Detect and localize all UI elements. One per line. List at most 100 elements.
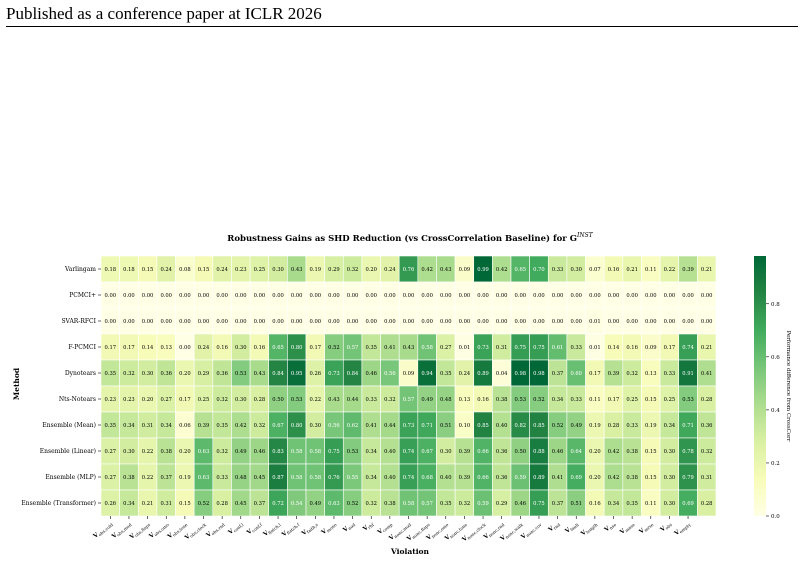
cell-value-label: 0.52 [347,501,359,507]
page-header: Published as a conference paper at ICLR … [6,4,322,23]
cell-value-label: 0.20 [179,371,191,377]
cell-value-label: 0.00 [645,293,657,299]
cell-value-label: 0.80 [291,345,303,351]
cell-value-label: 0.34 [123,501,135,507]
cell-value-label: 0.51 [570,501,582,507]
cell-value-label: 0.79 [682,475,694,481]
cell-value-label: 0.40 [384,475,396,481]
cell-value-label: 0.57 [421,501,433,507]
cell-value-label: 0.00 [272,319,284,325]
column-tick-label: Vnod [341,520,356,535]
cell-value-label: 0.32 [459,501,471,507]
cell-value-label: 0.00 [123,319,135,325]
cell-value-label: 0.25 [664,397,676,403]
cell-value-label: 0.01 [459,345,471,351]
cell-value-label: 0.67 [272,423,284,429]
cell-value-label: 0.72 [272,501,284,507]
cell-value-label: 0.31 [160,501,172,507]
cell-value-label: 0.43 [254,371,266,377]
cell-value-label: 0.42 [496,267,508,273]
cell-value-label: 0.15 [179,501,191,507]
cell-value-label: 0.48 [235,475,247,481]
cell-value-label: 0.51 [440,423,452,429]
cell-value-label: 0.50 [515,449,527,455]
cell-value-label: 0.35 [440,371,452,377]
cell-value-label: 0.25 [198,397,210,403]
column-tick-label: Vconf,l [226,520,245,537]
cell-value-label: 0.00 [608,293,620,299]
cell-value-label: 0.00 [589,293,601,299]
cell-value-label: 0.00 [328,293,340,299]
cell-value-label: 0.17 [310,345,322,351]
cell-value-label: 0.39 [608,371,620,377]
cell-value-label: 0.00 [664,319,676,325]
cell-value-label: 0.20 [365,267,377,273]
cell-value-label: 0.13 [645,371,657,377]
cell-value-label: 0.30 [664,475,676,481]
cell-value-label: 0.32 [701,449,713,455]
cell-value-label: 0.35 [105,423,117,429]
cell-value-label: 0.34 [365,475,377,481]
cell-value-label: 0.14 [142,345,154,351]
column-tick-label: Vflatch,f [280,520,301,539]
cell-value-label: 0.37 [552,371,564,377]
cell-value-label: 0.17 [123,345,135,351]
cell-value-label: 0.00 [701,293,713,299]
cell-value-label: 0.00 [365,293,377,299]
cell-value-label: 0.34 [365,449,377,455]
cell-value-label: 0.80 [291,423,303,429]
cell-value-label: 0.24 [160,267,172,273]
cell-value-label: 0.07 [589,267,601,273]
cell-value-label: 0.68 [421,475,433,481]
cell-value-label: 0.33 [216,475,228,481]
row-tick-label: Ensemble (Linear) [40,448,96,455]
cell-value-label: 0.44 [384,423,396,429]
cell-value-label: 0.11 [645,501,657,507]
column-tick-label: Vnse [602,520,617,534]
cell-value-label: 0.00 [198,293,210,299]
cell-value-label: 0.08 [179,267,191,273]
cell-value-label: 0.44 [347,397,359,403]
cell-value-label: 0.40 [384,449,396,455]
cell-value-label: 0.43 [403,345,415,351]
column-tick-label: Vfault [563,520,580,536]
colorbar-tick-label: 0.2 [771,461,780,467]
cell-value-label: 0.37 [552,501,564,507]
chart-title: Robustness Gains as SHD Reduction (vs Cr… [227,232,593,244]
cell-value-label: 0.10 [459,423,471,429]
cell-value-label: 0.85 [477,423,489,429]
cell-value-label: 0.38 [496,397,508,403]
cell-value-label: 0.00 [291,319,303,325]
cell-value-label: 0.24 [198,345,210,351]
cell-value-label: 0.26 [105,501,117,507]
cell-value-label: 0.75 [533,501,545,507]
cell-value-label: 0.57 [347,345,359,351]
cell-value-label: 0.00 [477,293,489,299]
cell-value-label: 0.09 [403,371,415,377]
cell-value-label: 0.58 [310,475,322,481]
cell-value-label: 0.76 [328,475,340,481]
cell-value-label: 0.53 [347,449,359,455]
column-tick-label: Vnonc,cov [519,520,543,542]
cell-value-label: 0.27 [160,397,172,403]
cell-value-label: 0.83 [272,449,284,455]
cell-value-label: 0.38 [626,449,638,455]
cell-value-label: 0.01 [589,345,601,351]
cell-value-label: 0.29 [328,267,340,273]
cell-value-label: 0.69 [570,475,582,481]
cell-value-label: 0.15 [645,397,657,403]
cell-value-label: 0.30 [142,371,154,377]
cell-value-label: 0.31 [142,423,154,429]
column-tick-label: Vmono [319,520,337,537]
cell-value-label: 0.00 [365,319,377,325]
cell-value-label: 0.00 [701,319,713,325]
cell-value-label: 0.52 [552,423,564,429]
heatmap-cell [697,489,717,517]
cell-value-label: 0.00 [626,319,638,325]
column-tick-label: Vflatch,l [261,520,282,539]
cell-value-label: 0.53 [291,397,303,403]
cell-value-label: 0.45 [254,475,266,481]
column-tick-label: Vempty [672,520,692,538]
cell-value-label: 0.16 [216,345,228,351]
cell-value-label: 0.42 [235,423,247,429]
